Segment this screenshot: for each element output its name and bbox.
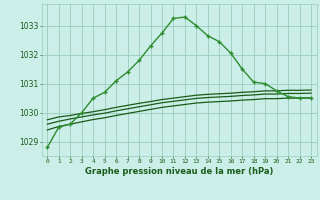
X-axis label: Graphe pression niveau de la mer (hPa): Graphe pression niveau de la mer (hPa) [85, 167, 273, 176]
